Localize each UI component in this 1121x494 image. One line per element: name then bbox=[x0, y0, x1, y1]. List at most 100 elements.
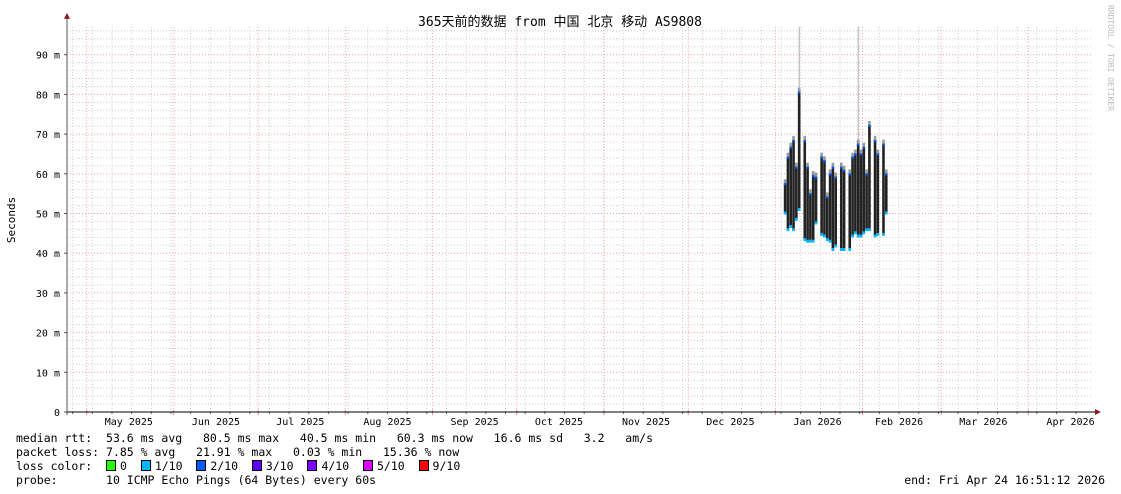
loss-marker bbox=[882, 232, 885, 236]
loss-color-label-item: 1/10 bbox=[154, 459, 197, 473]
loss-marker bbox=[792, 140, 795, 143]
loss-marker bbox=[831, 248, 835, 252]
loss-marker bbox=[865, 228, 868, 232]
y-axis-arrow bbox=[64, 12, 70, 19]
loss-marker bbox=[789, 224, 793, 228]
loss-color-label-item: 3/10 bbox=[265, 459, 308, 473]
loss-marker bbox=[783, 183, 787, 186]
x-tick-label: Nov 2025 bbox=[622, 417, 670, 428]
chart-title: 365天前的数据 from 中国 北京 移动 AS9808 bbox=[418, 14, 702, 30]
loss-color-swatch bbox=[106, 460, 117, 471]
packet-loss-row: packet loss: 7.85 % avg 21.91 % max 0.03… bbox=[16, 445, 459, 459]
median-rtt-row: median rtt: 53.6 ms avg 80.5 ms max 40.5… bbox=[16, 431, 653, 445]
loss-marker bbox=[789, 146, 793, 149]
loss-marker bbox=[851, 156, 854, 159]
x-tick-label: Jan 2026 bbox=[793, 417, 841, 428]
loss-marker bbox=[797, 207, 801, 211]
loss-marker bbox=[783, 211, 787, 215]
smoke-top bbox=[814, 172, 818, 177]
loss-marker bbox=[854, 153, 857, 156]
loss-marker bbox=[795, 217, 798, 221]
smoke-top bbox=[882, 139, 885, 144]
loss-color-swatch bbox=[140, 460, 151, 471]
median-bar bbox=[825, 196, 829, 241]
smoke-top bbox=[862, 142, 866, 147]
loss-color-swatch bbox=[307, 460, 318, 471]
smoke-top bbox=[795, 162, 798, 167]
smoke-top bbox=[842, 165, 846, 170]
loss-color-swatch bbox=[251, 460, 262, 471]
loss-marker bbox=[856, 143, 860, 146]
median-bar bbox=[823, 160, 826, 237]
smoke-top bbox=[789, 142, 793, 147]
x-tick-label: Dec 2025 bbox=[706, 417, 754, 428]
loss-marker bbox=[825, 196, 829, 199]
y-tick-label: 60 m bbox=[36, 170, 60, 181]
loss-color-swatch bbox=[196, 460, 207, 471]
loss-marker bbox=[862, 146, 866, 149]
y-tick-label: 30 m bbox=[36, 289, 60, 300]
median-bar bbox=[783, 183, 787, 214]
loss-marker bbox=[806, 239, 809, 243]
probe-row: probe: 10 ICMP Echo Pings (64 Bytes) eve… bbox=[16, 473, 376, 487]
loss-marker bbox=[876, 153, 880, 156]
median-bar bbox=[865, 173, 868, 231]
smoke-top bbox=[786, 152, 790, 157]
smoke-top bbox=[851, 152, 854, 157]
smoke-top bbox=[809, 189, 812, 194]
smoke-top bbox=[856, 139, 860, 144]
end-time: end: Fri Apr 24 16:51:12 2026 bbox=[904, 473, 1105, 487]
median-bar bbox=[848, 173, 852, 251]
y-axis-label: Seconds bbox=[5, 197, 18, 243]
loss-marker bbox=[842, 169, 846, 172]
loss-marker bbox=[884, 211, 888, 215]
loss-marker bbox=[859, 153, 863, 156]
smoke-top bbox=[806, 162, 809, 167]
median-bar bbox=[789, 146, 793, 227]
loss-color-swatch bbox=[363, 460, 373, 471]
loss-marker bbox=[865, 173, 868, 176]
loss-marker bbox=[820, 156, 823, 159]
median-bar bbox=[834, 176, 837, 247]
median-bar bbox=[811, 174, 815, 242]
x-tick-label: Feb 2026 bbox=[875, 417, 923, 428]
median-label: median rtt: bbox=[16, 431, 93, 445]
median-bar bbox=[862, 146, 866, 234]
smoke-top bbox=[834, 172, 837, 177]
loss-marker bbox=[884, 173, 888, 176]
x-tick-label: Mar 2026 bbox=[959, 417, 1007, 428]
median-bar bbox=[795, 166, 798, 220]
x-tick-label: Sep 2025 bbox=[451, 417, 499, 428]
median-bar bbox=[828, 173, 832, 242]
median-bar bbox=[806, 166, 809, 242]
loss-marker bbox=[834, 176, 837, 179]
loss-marker bbox=[840, 248, 843, 252]
x-tick-label: Jul 2025 bbox=[276, 417, 324, 428]
y-tick-label: 50 m bbox=[36, 210, 60, 221]
probe-label: probe: bbox=[16, 473, 58, 487]
loss-marker bbox=[806, 166, 809, 169]
loss-marker bbox=[809, 193, 812, 196]
loss-marker bbox=[840, 166, 843, 169]
x-tick-label: Jun 2025 bbox=[192, 417, 240, 428]
smoke-top bbox=[811, 170, 815, 175]
loss-marker bbox=[862, 231, 866, 235]
loss-marker bbox=[828, 173, 832, 176]
smoke-top bbox=[884, 169, 888, 174]
median-bar bbox=[786, 156, 790, 231]
smoke-top bbox=[840, 162, 843, 167]
median-bar bbox=[831, 166, 835, 251]
smoke-top bbox=[859, 149, 863, 154]
median-bar bbox=[854, 153, 857, 234]
loss-marker bbox=[834, 244, 837, 248]
y-tick-label: 90 m bbox=[36, 51, 60, 62]
loss-values: 7.85 % avg 21.91 % max 0.03 % min 15.36 … bbox=[106, 445, 460, 459]
smoke-top bbox=[792, 136, 795, 141]
smoke-top bbox=[797, 87, 801, 92]
median-bar bbox=[840, 166, 843, 251]
loss-color-label-item: 0 bbox=[120, 459, 141, 473]
median-values: 53.6 ms avg 80.5 ms max 40.5 ms min 60.3… bbox=[106, 431, 653, 445]
x-tick-label: Aug 2025 bbox=[363, 417, 411, 428]
loss-marker bbox=[795, 166, 798, 169]
median-bar bbox=[803, 140, 807, 241]
